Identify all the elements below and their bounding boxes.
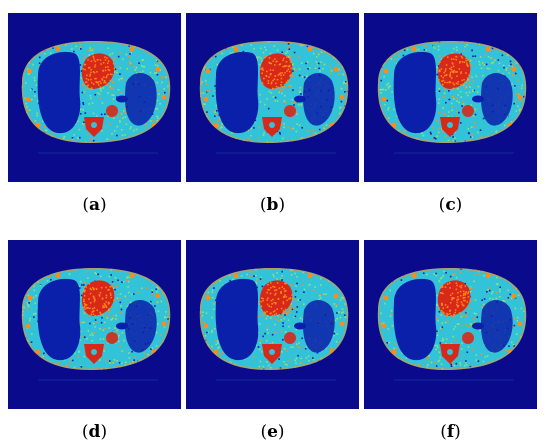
- caption-f: (f): [440, 422, 461, 442]
- panel-f-image: [364, 240, 537, 409]
- panel-c-image: [364, 13, 537, 182]
- panel-b-image: [186, 13, 359, 182]
- caption-d: (d): [81, 422, 108, 442]
- caption-b: (b): [259, 195, 286, 215]
- caption-c: (c): [438, 195, 463, 215]
- caption-e: (e): [260, 422, 285, 442]
- panel-a-image: [8, 13, 181, 182]
- panel-d-image: [8, 240, 181, 409]
- caption-a: (a): [82, 195, 107, 215]
- panel-e-image: [186, 240, 359, 409]
